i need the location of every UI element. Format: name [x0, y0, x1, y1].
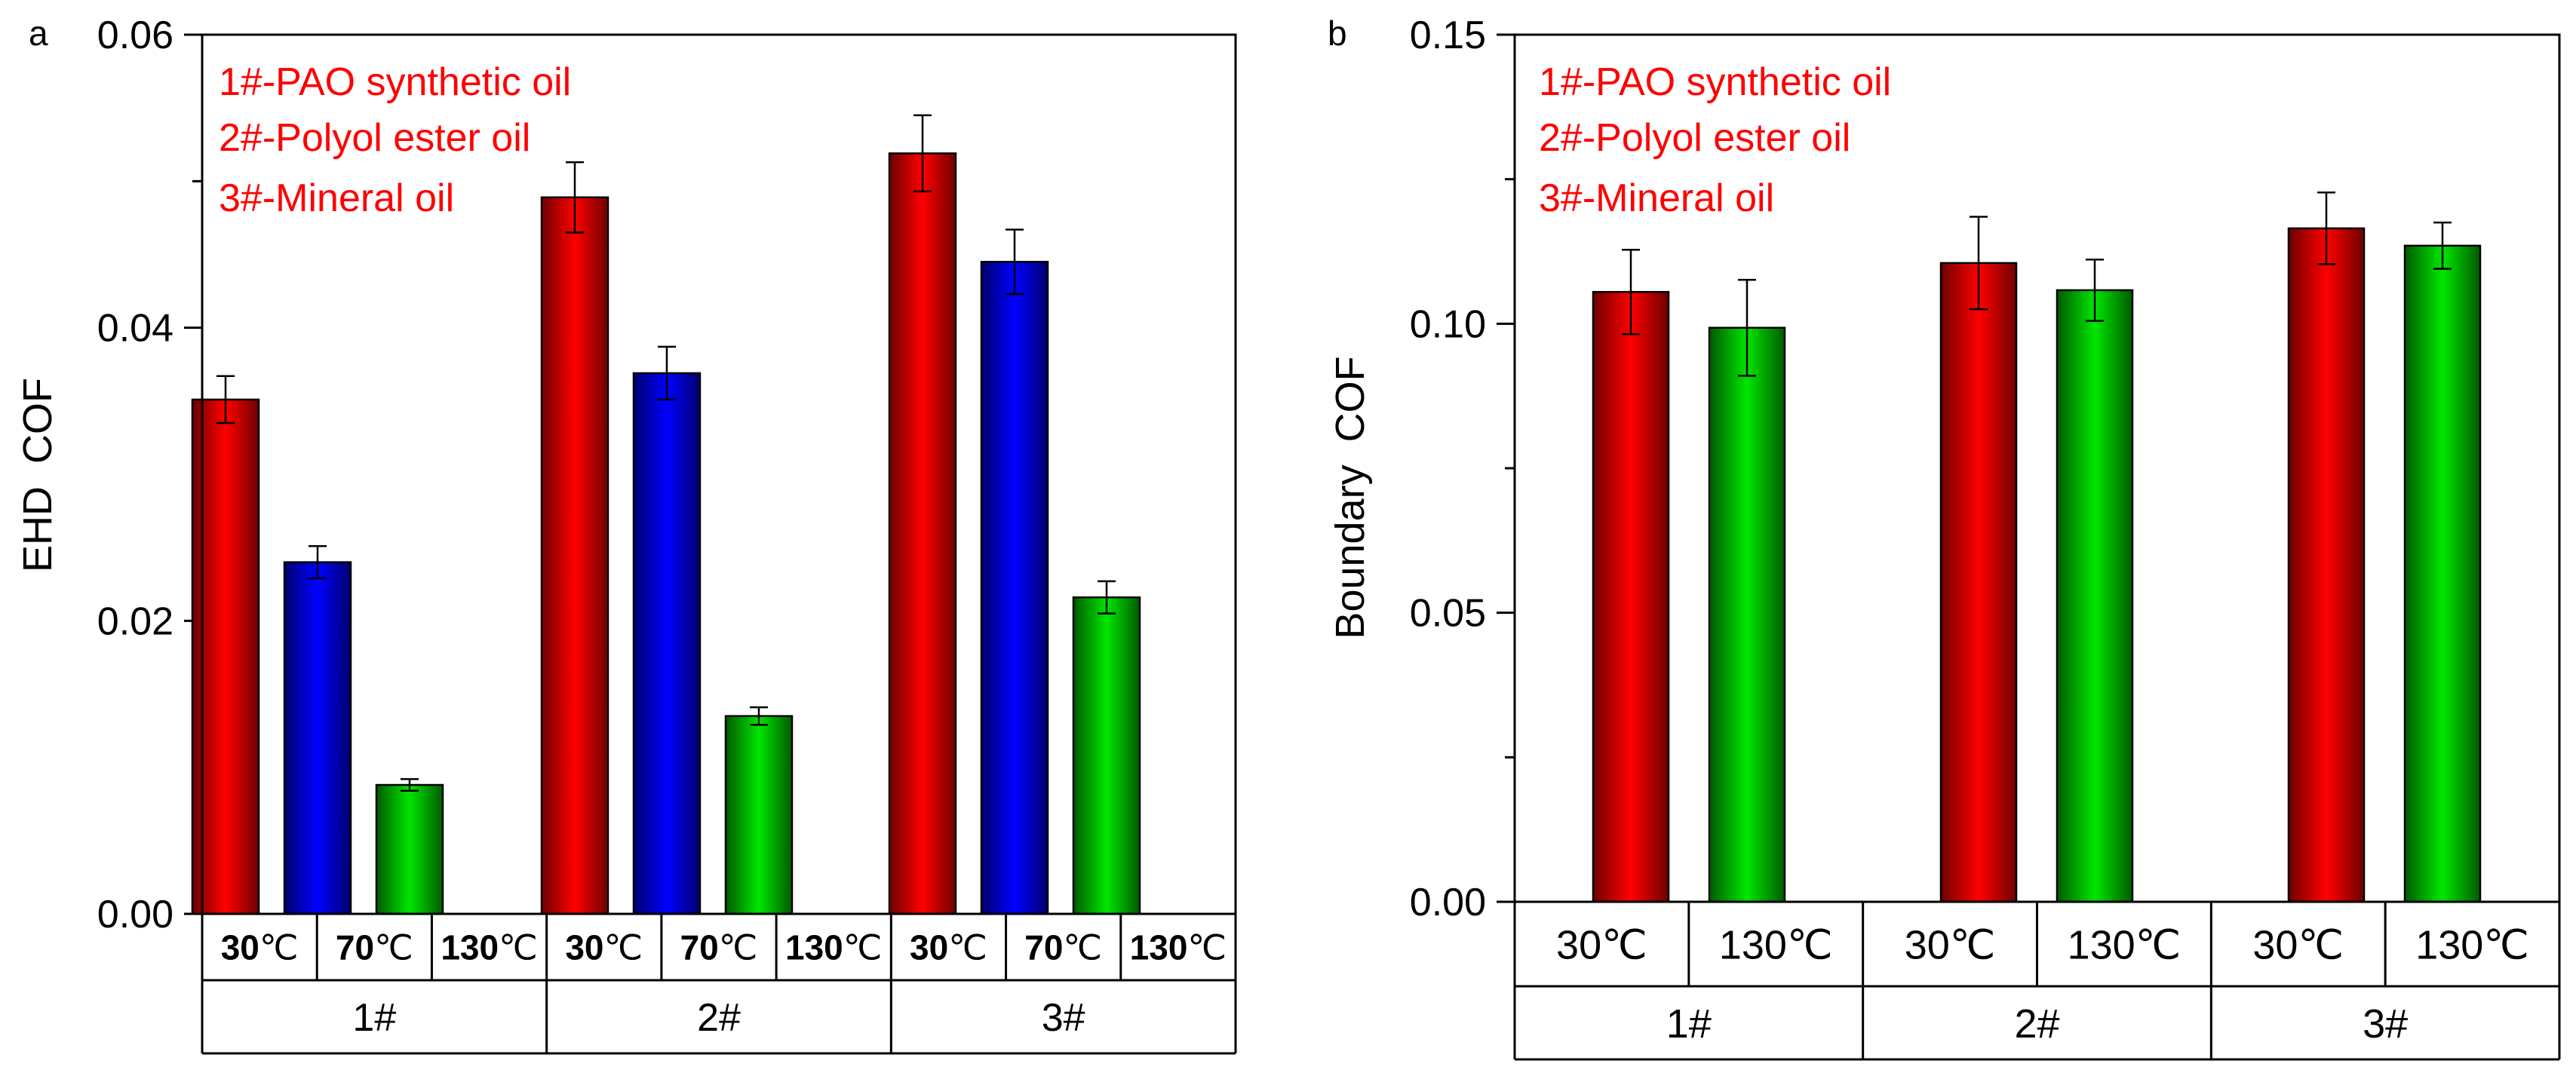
panel-a-bar-blue-g2	[632, 372, 702, 915]
panel-a-y-tick-label: 0.02	[97, 599, 173, 643]
panel-a-y-axis-title: EHD COF	[15, 378, 60, 572]
panel-a-legend-item-2: 2#-Polyol ester oil	[219, 116, 530, 160]
panel-b-bar-red-g2	[1939, 262, 2018, 903]
panel-b-temp-label: 30℃	[1905, 922, 1996, 967]
panel-a-bar-green-g2	[724, 715, 794, 915]
panel-b-temp-label: 130℃	[2415, 922, 2529, 967]
panel-b-bar-green-g1	[1708, 326, 1786, 903]
panel-b: b Boundary COF 0.000.050.100.15 30℃ 130℃1…	[1328, 14, 2561, 1061]
panel-b-plot-frame	[1513, 33, 2561, 903]
panel-b-legend: 1#-PAO synthetic oil 2#-Polyol ester oil…	[1539, 60, 1891, 220]
panel-a-temp-label: 30℃	[910, 928, 987, 967]
panel-b-group-label: 3#	[2363, 1001, 2408, 1047]
panel-b-temp-label: 130℃	[1719, 922, 1833, 967]
panel-b-temp-label: 30℃	[2252, 922, 2344, 967]
panel-a-temp-label: 130℃	[785, 928, 882, 967]
panel-a-temp-label: 130℃	[441, 928, 537, 967]
panel-a-bar-blue-g1	[283, 561, 352, 915]
panel-a-bar-blue-g3	[980, 260, 1049, 915]
panel-a-bar-red-g2	[540, 196, 609, 915]
panel-b-legend-item-3: 3#-Mineral oil	[1539, 176, 1774, 220]
panel-a-bar-green-g1	[375, 783, 444, 915]
panel-a-group-label: 1#	[352, 996, 396, 1040]
panel-a-temp-label: 30℃	[565, 928, 643, 967]
panel-b-temp-label: 30℃	[1556, 922, 1647, 967]
panel-b-legend-item-2: 2#-Polyol ester oil	[1539, 116, 1850, 160]
panel-a-y-tick-label: 0.04	[97, 307, 173, 351]
panel-a-x-axis-table: 30℃ 70℃ 130℃ 1# 30℃ 70℃ 130℃ 2# 30℃ 70℃ 130℃ 3#	[201, 914, 1237, 1055]
panel-a-y-tick-label: 0.00	[97, 893, 173, 936]
panel-b-y-tick-label: 0.15	[1410, 14, 1486, 57]
panel-a-temp-label: 130℃	[1130, 928, 1227, 967]
panel-a-group-label: 2#	[697, 996, 741, 1040]
panel-b-y-tick-label: 0.05	[1410, 592, 1486, 636]
panel-a-bar-red-g3	[888, 152, 957, 915]
panel-a-legend-item-1: 1#-PAO synthetic oil	[219, 60, 571, 104]
panel-b-bar-green-g2	[2056, 289, 2134, 903]
panel-b-bar-red-g1	[1592, 290, 1670, 903]
panel-a-temp-label: 30℃	[221, 928, 299, 967]
panel-b-y-tick-label: 0.00	[1410, 881, 1486, 924]
panel-b-temp-label: 130℃	[2068, 922, 2181, 967]
panel-b-legend-item-1: 1#-PAO synthetic oil	[1539, 60, 1891, 104]
panel-a-temp-label: 70℃	[680, 928, 758, 967]
panel-a-label: a	[29, 14, 48, 53]
panel-b-y-ticks: 0.00 0.05 0.10 0.15	[1410, 14, 1515, 924]
panel-a-legend-item-3: 3#-Mineral oil	[219, 176, 454, 220]
panel-a-group-label: 3#	[1042, 996, 1085, 1040]
panel-a-bars	[191, 114, 1141, 915]
panel-b-bar-red-g3	[2287, 227, 2366, 903]
panel-a-legend: 1#-PAO synthetic oil 2#-Polyol ester oil…	[219, 60, 571, 220]
panel-b-bar-green-g3	[2403, 244, 2482, 903]
panel-b-label: b	[1328, 14, 1347, 53]
panel-b-x-axis-table: 30℃ 130℃1#30℃ 130℃2#30℃ 130℃3#	[1513, 902, 2561, 1061]
panel-a-temp-label: 70℃	[336, 928, 413, 967]
panel-b-bars	[1592, 192, 2482, 903]
panel-b-y-axis-title: Boundary COF	[1328, 356, 1373, 639]
panel-a: a EHD COF 0.000.020.040.06 30℃ 70℃ 130℃1#3…	[15, 14, 1237, 1055]
panel-a-y-ticks: 0.00 0.02 0.04 0.06	[97, 14, 202, 936]
panel-a-temp-label: 70℃	[1024, 928, 1102, 967]
panel-b-y-tick-label: 0.10	[1410, 302, 1486, 346]
panel-b-group-label: 1#	[1666, 1001, 1712, 1047]
panel-a-bar-green-g3	[1072, 596, 1141, 915]
panel-a-y-tick-label: 0.06	[97, 14, 173, 57]
panel-a-plot-frame	[201, 33, 1237, 915]
panel-b-group-label: 2#	[2014, 1001, 2059, 1047]
